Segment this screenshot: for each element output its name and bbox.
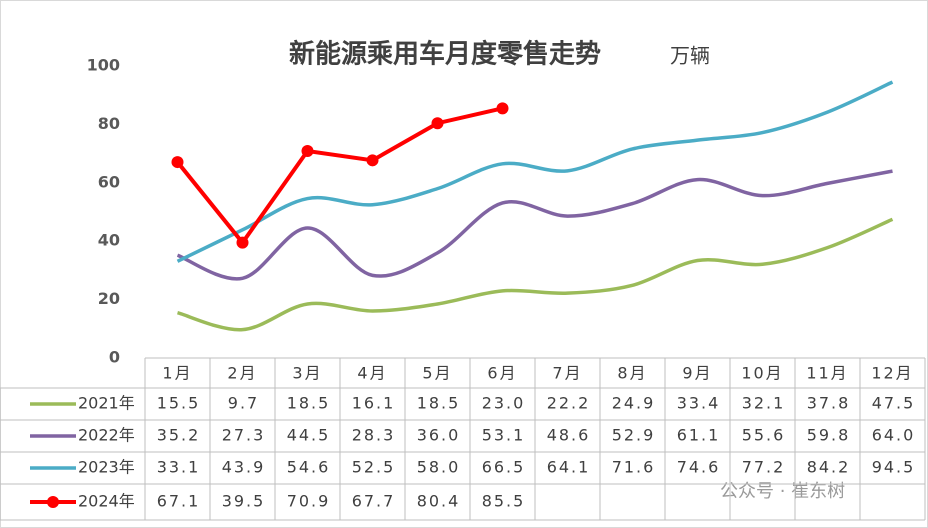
data-label: 85.5 bbox=[482, 492, 526, 511]
data-label: 43.9 bbox=[222, 458, 266, 477]
data-label: 22.2 bbox=[547, 394, 591, 413]
legend-label: 2024年 bbox=[78, 492, 135, 511]
data-label: 58.0 bbox=[417, 458, 461, 477]
legend-marker bbox=[47, 496, 59, 508]
marker bbox=[431, 117, 444, 130]
x-tick-label: 7月 bbox=[552, 364, 582, 383]
data-label: 52.5 bbox=[352, 458, 396, 477]
x-tick-label: 5月 bbox=[422, 364, 452, 383]
chart-title: 新能源乘用车月度零售走势 bbox=[289, 39, 601, 70]
series-line bbox=[176, 169, 893, 281]
data-label: 64.1 bbox=[547, 458, 591, 477]
x-tick-label: 2月 bbox=[227, 364, 257, 383]
data-label: 53.1 bbox=[482, 426, 526, 445]
data-label: 32.1 bbox=[742, 394, 786, 413]
y-tick-label: 20 bbox=[98, 289, 120, 308]
legend-label: 2021年 bbox=[78, 394, 135, 413]
data-label: 33.1 bbox=[157, 458, 201, 477]
x-tick-label: 10月 bbox=[741, 364, 783, 383]
data-label: 71.6 bbox=[612, 458, 656, 477]
data-label: 74.6 bbox=[677, 458, 721, 477]
data-label: 70.9 bbox=[287, 492, 331, 511]
series-line bbox=[175, 106, 503, 246]
x-tick-label: 11月 bbox=[806, 364, 848, 383]
data-label: 24.9 bbox=[612, 394, 656, 413]
data-label: 16.1 bbox=[352, 394, 396, 413]
series-line bbox=[177, 217, 894, 332]
data-label: 61.1 bbox=[677, 426, 721, 445]
data-label: 44.5 bbox=[287, 426, 331, 445]
y-tick-label: 60 bbox=[98, 172, 120, 191]
watermark: 公众号 · 崔东树 bbox=[720, 481, 845, 502]
chart-subtitle: 万辆 bbox=[670, 44, 710, 68]
series-line bbox=[176, 80, 894, 263]
data-label: 66.5 bbox=[482, 458, 526, 477]
data-label: 54.6 bbox=[287, 458, 331, 477]
legend-label: 2022年 bbox=[78, 426, 135, 445]
x-tick-label: 12月 bbox=[871, 364, 913, 383]
data-label: 36.0 bbox=[417, 426, 461, 445]
data-label: 94.5 bbox=[872, 458, 916, 477]
x-tick-label: 4月 bbox=[357, 364, 387, 383]
data-label: 67.7 bbox=[352, 492, 396, 511]
data-label: 48.6 bbox=[547, 426, 591, 445]
x-tick-label: 6月 bbox=[487, 364, 517, 383]
data-label: 37.8 bbox=[807, 394, 851, 413]
x-tick-label: 8月 bbox=[617, 364, 647, 383]
y-tick-label: 0 bbox=[109, 348, 120, 367]
x-tick-label: 9月 bbox=[682, 364, 712, 383]
data-label: 18.5 bbox=[287, 394, 331, 413]
data-label: 64.0 bbox=[872, 426, 916, 445]
legend-label: 2023年 bbox=[78, 458, 135, 477]
data-label: 84.2 bbox=[807, 458, 851, 477]
data-label: 28.3 bbox=[352, 426, 396, 445]
y-tick-label: 100 bbox=[87, 56, 120, 75]
data-label: 15.5 bbox=[157, 394, 201, 413]
data-label: 59.8 bbox=[807, 426, 851, 445]
data-label: 18.5 bbox=[417, 394, 461, 413]
data-label: 52.9 bbox=[612, 426, 656, 445]
data-label: 35.2 bbox=[157, 426, 201, 445]
data-label: 47.5 bbox=[872, 394, 916, 413]
data-label: 67.1 bbox=[157, 492, 201, 511]
y-tick-label: 40 bbox=[98, 231, 120, 250]
data-label: 23.0 bbox=[482, 394, 526, 413]
x-tick-label: 3月 bbox=[292, 364, 322, 383]
data-label: 39.5 bbox=[222, 492, 266, 511]
marker bbox=[171, 156, 184, 169]
x-tick-label: 1月 bbox=[162, 364, 192, 383]
marker bbox=[366, 154, 379, 167]
y-tick-label: 80 bbox=[98, 114, 120, 133]
data-label: 9.7 bbox=[228, 394, 259, 413]
data-label: 27.3 bbox=[222, 426, 266, 445]
data-label: 77.2 bbox=[742, 458, 786, 477]
data-label: 33.4 bbox=[677, 394, 721, 413]
marker bbox=[301, 144, 314, 157]
marker bbox=[236, 236, 249, 249]
data-label: 55.6 bbox=[742, 426, 786, 445]
marker bbox=[496, 102, 509, 115]
data-label: 80.4 bbox=[417, 492, 461, 511]
